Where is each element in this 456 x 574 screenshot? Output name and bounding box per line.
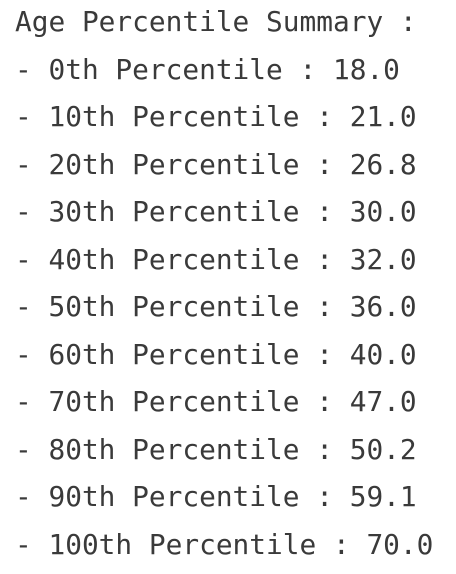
percentile-line: - 60th Percentile : 40.0 <box>15 337 417 371</box>
percentile-line: - 80th Percentile : 50.2 <box>15 432 417 466</box>
percentile-line: - 70th Percentile : 47.0 <box>15 385 417 418</box>
percentile-line: - 50th Percentile : 36.0 <box>15 290 417 323</box>
summary-title: Age Percentile Summary : <box>15 5 417 38</box>
percentile-line: - 40th Percentile : 32.0 <box>15 242 417 276</box>
percentile-line: - 0th Percentile : 18.0 <box>15 52 400 86</box>
percentile-line: - 90th Percentile : 59.1 <box>15 480 417 513</box>
percentile-line: - 10th Percentile : 21.0 <box>15 100 417 133</box>
percentile-line: - 100th Percentile : 70.0 <box>15 527 434 561</box>
percentile-line: - 20th Percentile : 26.8 <box>15 147 417 181</box>
percentile-line: - 30th Percentile : 30.0 <box>15 195 417 228</box>
